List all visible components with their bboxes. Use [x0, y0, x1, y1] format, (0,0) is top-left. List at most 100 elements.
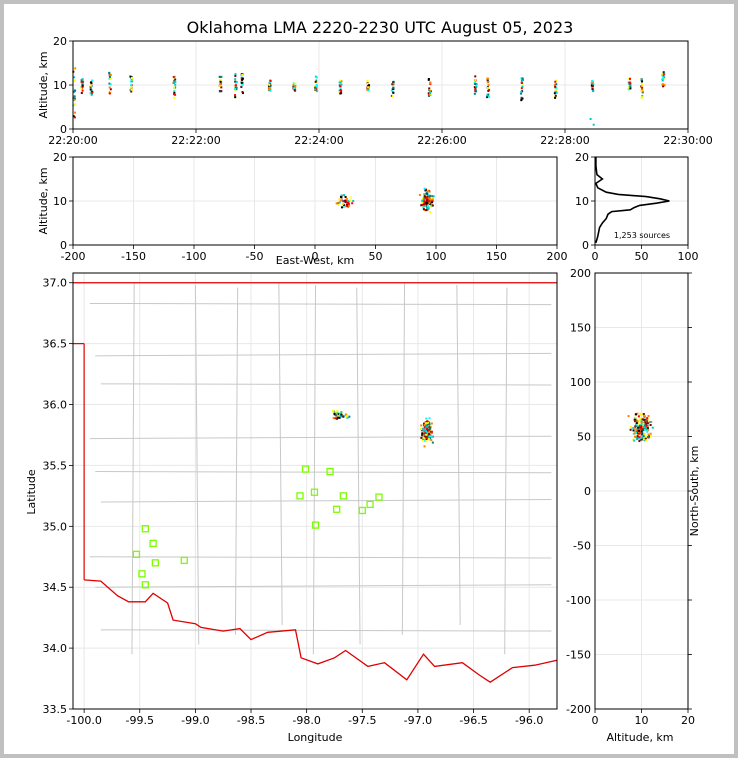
source-point	[339, 195, 342, 198]
x-tick-label: -50	[246, 250, 264, 263]
source-point	[424, 195, 427, 198]
source-point	[367, 86, 370, 89]
source-point	[633, 439, 636, 442]
source-point	[336, 417, 339, 420]
source-point	[294, 86, 297, 89]
source-point	[431, 198, 434, 201]
x-tick-label: 0	[592, 714, 599, 727]
source-point	[591, 88, 594, 91]
source-point	[638, 420, 641, 423]
source-point	[314, 80, 317, 83]
source-point	[662, 85, 665, 88]
county-line	[456, 285, 461, 625]
source-point	[646, 417, 649, 420]
source-point	[174, 93, 177, 96]
source-point	[428, 202, 431, 205]
x-tick-label: 22:24:00	[294, 134, 343, 147]
source-point	[220, 75, 223, 78]
ew-sources	[335, 187, 435, 214]
time-height-sources	[72, 67, 666, 126]
source-point	[425, 209, 428, 212]
source-point	[425, 197, 428, 200]
x-tick-label: 20	[681, 714, 695, 727]
station-marker	[149, 539, 157, 548]
source-point	[315, 84, 318, 87]
source-point	[80, 80, 83, 83]
source-point	[425, 422, 428, 425]
source-point	[72, 90, 75, 93]
y-tick-label: 10	[53, 195, 67, 208]
source-point	[427, 207, 430, 210]
source-point	[431, 197, 434, 200]
y-tick-label: 34.0	[43, 642, 68, 655]
source-point	[313, 85, 316, 88]
source-point	[521, 85, 524, 88]
source-point	[486, 96, 489, 99]
source-point	[641, 94, 644, 97]
source-point	[662, 77, 665, 80]
source-point	[636, 433, 639, 436]
source-point	[173, 81, 176, 84]
source-point	[173, 92, 176, 95]
source-point	[173, 90, 176, 93]
source-point	[336, 412, 339, 415]
source-point	[174, 78, 177, 81]
source-point	[337, 414, 340, 417]
source-point	[661, 83, 664, 86]
source-point	[269, 79, 272, 82]
source-point	[108, 76, 111, 79]
source-point	[345, 198, 348, 201]
source-point	[428, 200, 431, 203]
source-point	[219, 90, 222, 93]
source-point	[424, 429, 427, 432]
source-point	[427, 199, 430, 202]
source-point	[423, 432, 426, 435]
source-point	[174, 83, 177, 86]
source-point	[342, 200, 345, 203]
source-point	[429, 211, 432, 214]
source-point	[74, 67, 77, 70]
station-marker	[141, 581, 149, 589]
county-line	[312, 285, 317, 655]
source-point	[486, 94, 489, 97]
source-point	[643, 428, 646, 431]
source-point	[554, 87, 557, 90]
source-point	[430, 439, 433, 442]
source-point	[426, 190, 429, 193]
source-point	[422, 436, 425, 439]
source-point	[640, 78, 643, 81]
source-point	[642, 432, 645, 435]
source-point	[645, 439, 648, 442]
y-tick-label: 200	[570, 267, 591, 280]
source-point	[553, 92, 556, 95]
source-point	[475, 83, 478, 86]
source-point	[366, 80, 369, 83]
x-tick-label: -99.0	[181, 714, 209, 727]
source-point	[235, 88, 238, 91]
source-point	[647, 414, 650, 417]
source-point	[629, 85, 632, 88]
plan-view-xlabel: Longitude	[288, 731, 343, 744]
source-point	[638, 427, 641, 430]
ns-sources	[627, 412, 654, 443]
station-marker	[333, 505, 341, 513]
source-point	[80, 91, 83, 94]
source-point	[636, 435, 639, 438]
source-point	[241, 92, 244, 95]
x-tick-label: 150	[486, 250, 507, 263]
source-point	[420, 436, 423, 439]
source-point	[553, 83, 556, 86]
source-point	[520, 81, 523, 84]
x-tick-label: 0	[312, 250, 319, 263]
station-marker	[151, 559, 159, 567]
source-point	[638, 440, 641, 443]
source-point	[173, 75, 176, 78]
source-point	[429, 93, 432, 96]
source-point	[346, 199, 349, 202]
x-tick-label: 22:30:00	[663, 134, 712, 147]
source-point	[643, 425, 646, 428]
county-line	[100, 629, 552, 632]
source-point	[241, 83, 244, 86]
y-tick-label: 10	[53, 79, 67, 92]
source-point	[220, 86, 223, 89]
